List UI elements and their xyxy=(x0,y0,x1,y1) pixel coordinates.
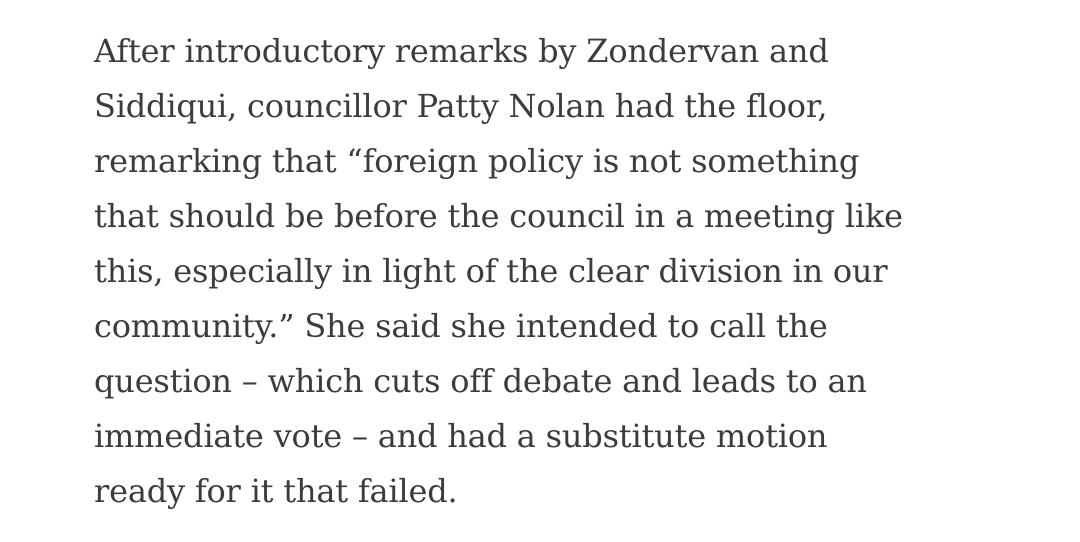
paragraph-line: this, especially in light of the clear d… xyxy=(94,252,888,290)
article-paragraph: After introductory remarks by Zondervan … xyxy=(94,24,1054,519)
paragraph-line: that should be before the council in a m… xyxy=(94,197,903,235)
paragraph-line: ready for it that failed. xyxy=(94,472,458,510)
paragraph-line: community.” She said she intended to cal… xyxy=(94,307,828,345)
paragraph-line: After introductory remarks by Zondervan … xyxy=(94,32,829,70)
paragraph-line: question – which cuts off debate and lea… xyxy=(94,362,867,400)
paragraph-line: remarking that “foreign policy is not so… xyxy=(94,142,860,180)
paragraph-line: Siddiqui, councillor Patty Nolan had the… xyxy=(94,87,828,125)
paragraph-line: immediate vote – and had a substitute mo… xyxy=(94,417,828,455)
